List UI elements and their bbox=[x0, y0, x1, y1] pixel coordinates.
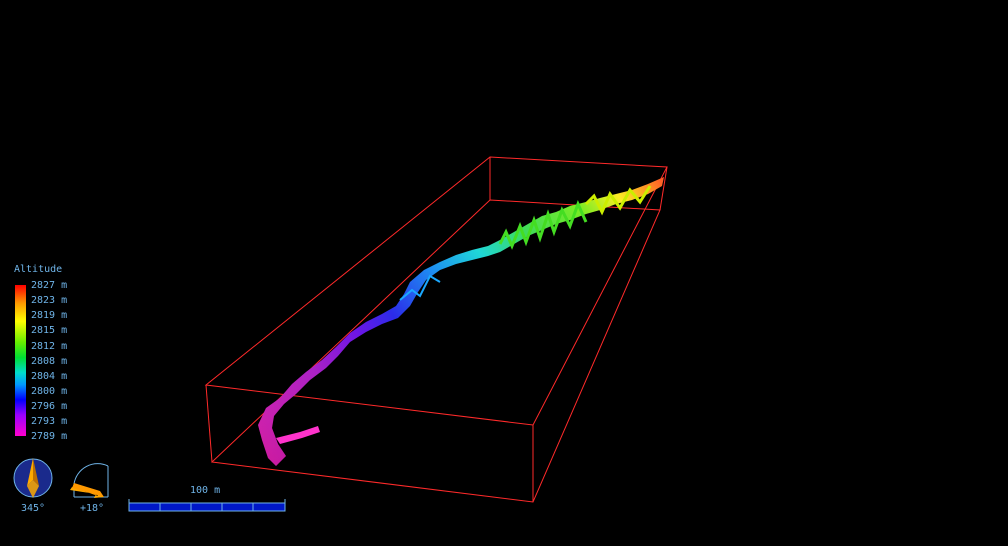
cave-passage-model bbox=[258, 177, 664, 466]
legend-label: 2812 m bbox=[31, 341, 68, 352]
cave-passage-branch bbox=[276, 426, 320, 444]
legend-title: Altitude bbox=[14, 264, 63, 275]
cave-passage-wall-detail bbox=[498, 199, 588, 250]
legend-label: 2800 m bbox=[31, 386, 68, 397]
bounding-box-edge bbox=[205, 384, 213, 463]
cave-passage-main bbox=[258, 177, 664, 466]
legend-label: 2823 m bbox=[31, 295, 68, 306]
clino-tilt-readout: +18° bbox=[80, 503, 105, 514]
compass-icon[interactable] bbox=[13, 458, 53, 498]
legend-label: 2815 m bbox=[31, 325, 68, 336]
legend-label: 2819 m bbox=[31, 310, 68, 321]
cave-passage-shading bbox=[258, 177, 664, 466]
compass-heading-readout: 345° bbox=[21, 503, 46, 514]
legend-label: 2796 m bbox=[31, 401, 68, 412]
cave-passage-wall-detail bbox=[584, 185, 652, 216]
bounding-box-edge bbox=[659, 166, 668, 211]
bounding-box-top bbox=[204, 156, 668, 426]
legend-label: 2808 m bbox=[31, 356, 68, 367]
legend-label: 2827 m bbox=[31, 280, 68, 291]
clino-icon[interactable] bbox=[70, 463, 109, 498]
legend-label: 2793 m bbox=[31, 416, 68, 427]
legend-label: 2789 m bbox=[31, 431, 68, 442]
scale-bar-label: 100 m bbox=[190, 485, 221, 496]
legend-label: 2804 m bbox=[31, 371, 68, 382]
scale-bar bbox=[128, 499, 286, 512]
altitude-color-bar bbox=[15, 285, 26, 436]
cave-passage-wall-detail bbox=[399, 274, 441, 301]
